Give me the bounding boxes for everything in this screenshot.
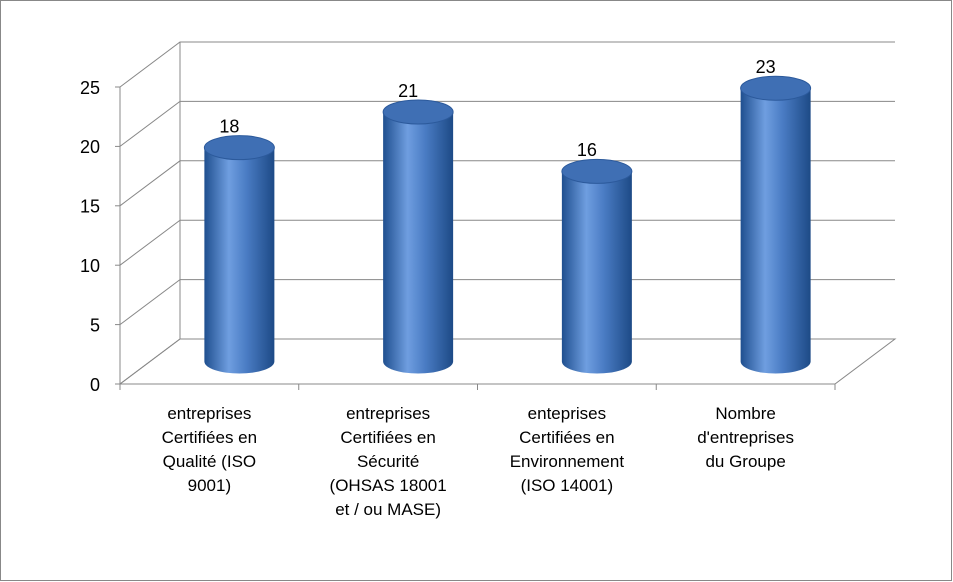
- y-tick-label: 0: [90, 375, 100, 395]
- y-tick-label: 20: [80, 137, 100, 157]
- bar-top: [203, 135, 275, 161]
- value-label: 21: [398, 81, 418, 101]
- x-tick-label: entreprises Certifiées en Sécurité (OHSA…: [329, 404, 447, 519]
- y-tick-label: 15: [80, 197, 100, 217]
- y-tick-label: 10: [80, 256, 100, 276]
- bar: [204, 147, 275, 374]
- y-tick-label: 25: [80, 78, 100, 98]
- bar: [740, 88, 811, 374]
- value-label: 18: [219, 116, 239, 136]
- y-tick-label: 5: [90, 315, 100, 335]
- value-label: 23: [756, 57, 776, 77]
- bar-top: [382, 99, 454, 125]
- x-tick-label: enteprises Certifiées en Environnement (…: [509, 404, 625, 495]
- bar: [561, 171, 632, 374]
- bar-top: [561, 158, 633, 184]
- x-tick-label: entreprises Certifiées en Qualité (ISO 9…: [161, 404, 258, 495]
- bar-top: [740, 75, 812, 101]
- value-label: 16: [577, 140, 597, 160]
- x-tick-label: Nombre d'entreprises du Groupe: [697, 404, 795, 471]
- bar: [383, 112, 454, 374]
